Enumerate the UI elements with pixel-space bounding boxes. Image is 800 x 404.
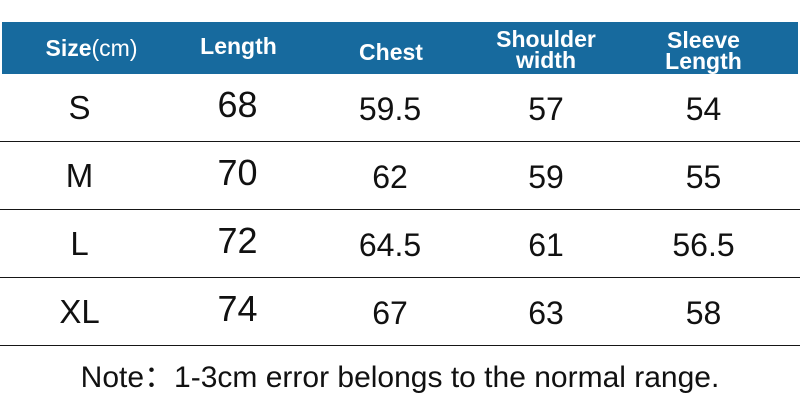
column-header-shoulder-width: Shoulder width — [470, 24, 622, 76]
table-body: S 68 59.5 57 54 M 70 62 59 55 L 72 64.5 … — [0, 74, 800, 346]
cell-sleeve-length: 55 — [685, 159, 722, 195]
table-row-l: L 72 64.5 61 56.5 — [0, 210, 800, 278]
column-header-length: Length — [200, 32, 277, 59]
cell-shoulder-width: 57 — [528, 91, 564, 127]
cell-chest: 62 — [372, 159, 408, 195]
cell-shoulder-width: 63 — [528, 295, 564, 331]
cell-length: 70 — [217, 151, 258, 193]
cell-size: S — [68, 88, 91, 126]
cell-chest: 64.5 — [358, 227, 422, 263]
table-row-m: M 70 62 59 55 — [0, 142, 800, 210]
cell-size: L — [70, 224, 89, 262]
table-row-xl: XL 74 67 63 58 — [0, 278, 800, 346]
column-header-size-unit: (cm) — [91, 34, 138, 61]
column-header-sleeve-length: Sleeve Length — [622, 25, 785, 77]
column-header-sleeve-line1: Sleeve — [667, 27, 740, 53]
table-header-row: Size (cm) Length Chest Shoulder width Sle… — [2, 22, 798, 74]
cell-sleeve-length: 58 — [685, 295, 722, 331]
cell-chest: 67 — [372, 295, 408, 331]
cell-length: 74 — [217, 287, 258, 329]
table-row-s: S 68 59.5 57 54 — [0, 74, 800, 142]
column-header-sleeve-line2: Length — [665, 48, 742, 74]
cell-chest: 59.5 — [358, 91, 422, 127]
cell-shoulder-width: 59 — [528, 159, 564, 195]
column-header-size: Size (cm) — [10, 22, 173, 74]
column-header-shoulder-line2: width — [515, 47, 577, 73]
cell-sleeve-length: 56.5 — [672, 227, 735, 263]
cell-size: XL — [59, 292, 100, 330]
column-header-size-label: Size — [45, 34, 92, 61]
cell-sleeve-length: 54 — [685, 91, 722, 127]
cell-size: M — [65, 156, 94, 194]
column-header-shoulder-line1: Shoulder — [496, 26, 596, 52]
tolerance-note: Note：1-3cm error belongs to the normal r… — [80, 361, 720, 394]
column-header-chest: Chest — [359, 38, 423, 65]
cell-length: 68 — [217, 83, 258, 125]
cell-shoulder-width: 61 — [528, 227, 564, 263]
cell-length: 72 — [217, 219, 258, 261]
